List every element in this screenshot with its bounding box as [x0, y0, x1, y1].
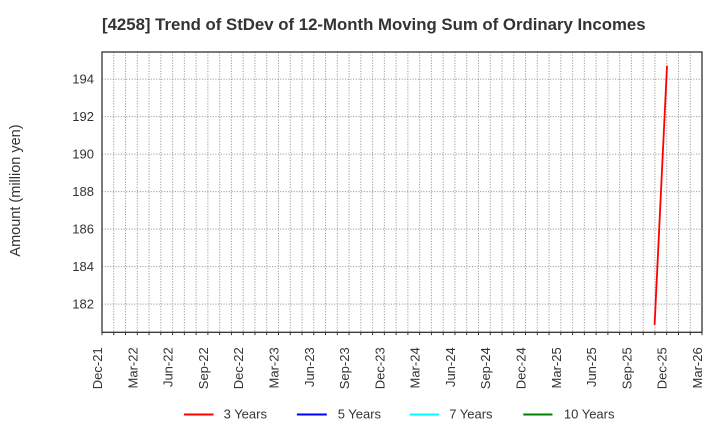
svg-text:182: 182 — [72, 297, 94, 312]
svg-text:Sep-25: Sep-25 — [619, 347, 634, 389]
svg-text:Mar-22: Mar-22 — [125, 347, 140, 388]
svg-text:[4258] Trend of StDev of 12-M: [4258] Trend of StDev of 12-Month Moving… — [102, 15, 646, 34]
svg-text:186: 186 — [72, 222, 94, 237]
svg-text:Dec-24: Dec-24 — [514, 347, 529, 389]
svg-text:Sep-24: Sep-24 — [478, 347, 493, 389]
svg-text:Mar-24: Mar-24 — [408, 347, 423, 388]
svg-text:Mar-26: Mar-26 — [690, 347, 705, 388]
svg-text:Dec-23: Dec-23 — [372, 347, 387, 389]
svg-text:3 Years: 3 Years — [224, 407, 268, 422]
svg-text:Dec-22: Dec-22 — [231, 347, 246, 389]
svg-text:10 Years: 10 Years — [564, 407, 615, 422]
svg-text:Mar-25: Mar-25 — [549, 347, 564, 388]
svg-text:7 Years: 7 Years — [449, 407, 493, 422]
svg-text:194: 194 — [72, 72, 94, 87]
svg-text:190: 190 — [72, 147, 94, 162]
svg-text:Dec-25: Dec-25 — [655, 347, 670, 389]
svg-text:5 Years: 5 Years — [338, 407, 382, 422]
svg-text:Amount (million yen): Amount (million yen) — [8, 124, 24, 256]
svg-text:Dec-21: Dec-21 — [90, 347, 105, 389]
svg-text:Jun-24: Jun-24 — [443, 347, 458, 387]
svg-text:Jun-23: Jun-23 — [302, 347, 317, 387]
svg-text:Sep-22: Sep-22 — [196, 347, 211, 389]
svg-text:Jun-25: Jun-25 — [584, 347, 599, 387]
svg-text:Sep-23: Sep-23 — [337, 347, 352, 389]
svg-text:Mar-23: Mar-23 — [266, 347, 281, 388]
svg-text:184: 184 — [72, 259, 94, 274]
svg-text:188: 188 — [72, 184, 94, 199]
svg-text:Jun-22: Jun-22 — [161, 347, 176, 387]
svg-text:192: 192 — [72, 109, 94, 124]
